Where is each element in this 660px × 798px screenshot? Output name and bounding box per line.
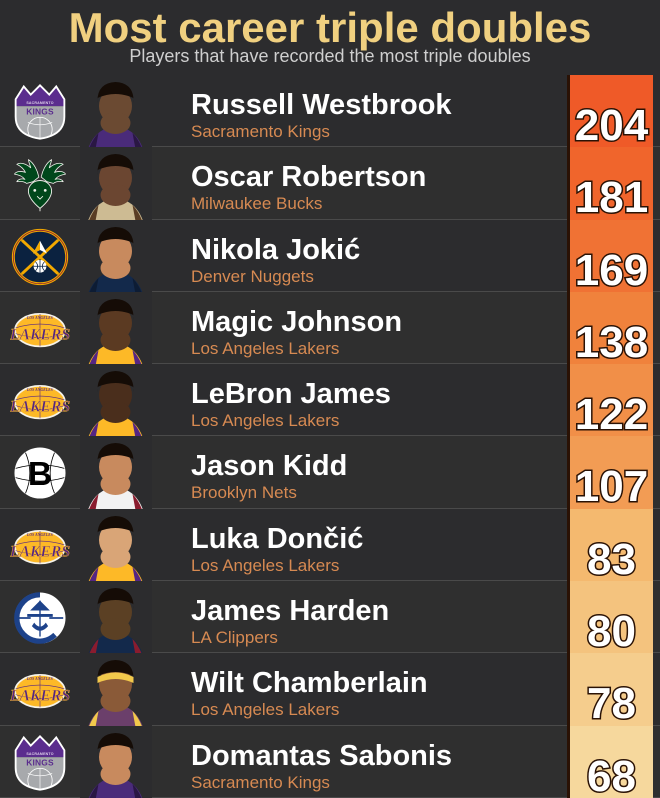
svg-text:LAKERS: LAKERS (10, 543, 70, 560)
svg-text:KINGS: KINGS (26, 757, 54, 767)
svg-text:LOS ANGELES: LOS ANGELES (26, 388, 53, 392)
svg-text:LOS ANGELES: LOS ANGELES (26, 533, 53, 537)
svg-text:LOS ANGELES: LOS ANGELES (26, 678, 53, 682)
svg-text:LOS ANGELES: LOS ANGELES (26, 316, 53, 320)
svg-text:LAKERS: LAKERS (10, 399, 70, 416)
svg-text:SACRAMENTO: SACRAMENTO (26, 101, 53, 105)
svg-text:B: B (28, 457, 52, 494)
svg-text:SACRAMENTO: SACRAMENTO (26, 752, 53, 756)
svg-text:LAKERS: LAKERS (10, 326, 70, 343)
svg-text:KINGS: KINGS (26, 107, 54, 117)
svg-text:LAKERS: LAKERS (10, 688, 70, 705)
